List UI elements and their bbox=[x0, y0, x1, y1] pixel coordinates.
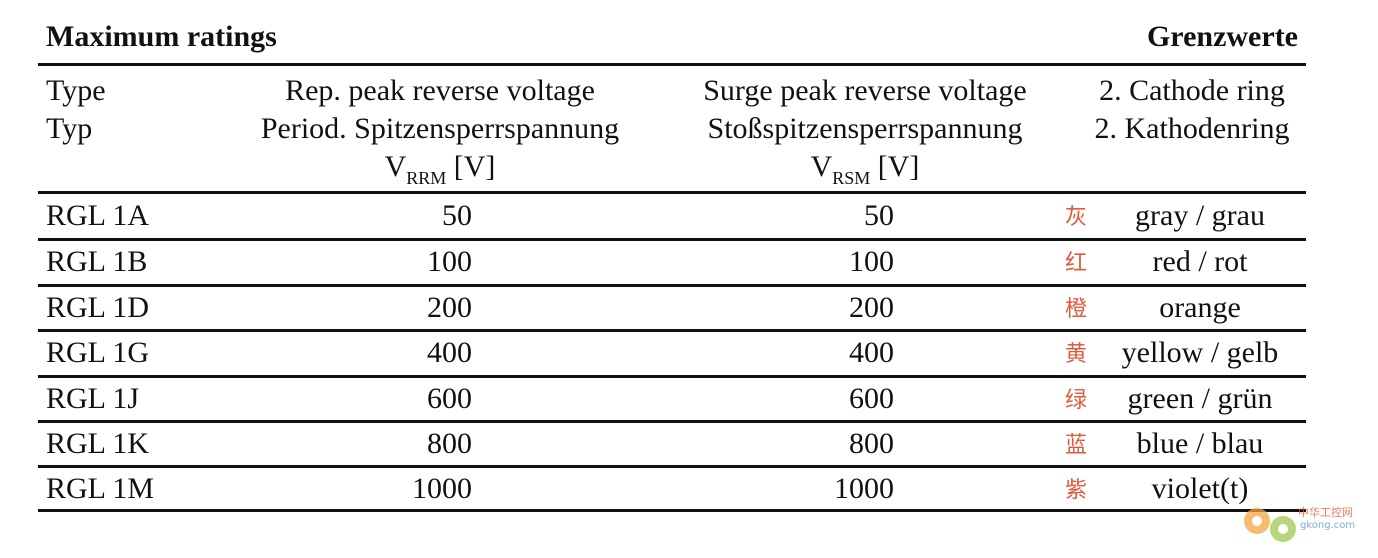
cathode-ring-color-cell: orange bbox=[1159, 291, 1241, 324]
type-cell: RGL 1K bbox=[46, 427, 150, 460]
vrrm-cell: 400 bbox=[427, 336, 472, 369]
watermark-url: gkong.com bbox=[1300, 520, 1356, 531]
vrrm-cell: 50 bbox=[442, 199, 472, 232]
cathode-ring-color-cell: gray / grau bbox=[1135, 199, 1265, 232]
vrsm-cell: 50 bbox=[864, 199, 894, 232]
row-rule bbox=[38, 465, 1306, 468]
type-cell: RGL 1A bbox=[46, 199, 150, 232]
table-row: RGL 1G 400 400 黄 yellow / gelb bbox=[0, 331, 1378, 377]
vrrm-symbol-subscript: RRM bbox=[406, 168, 447, 188]
column-header-vrsm-en: Surge peak reverse voltage bbox=[703, 74, 1027, 107]
column-header-vrrm-symbol: VRRM [V] bbox=[240, 148, 640, 197]
column-header-vrsm-de: Stoßspitzensperrspannung bbox=[707, 112, 1023, 145]
column-header-type-en: Type bbox=[46, 74, 106, 107]
vrsm-cell: 800 bbox=[849, 427, 894, 460]
type-cell: RGL 1D bbox=[46, 291, 150, 324]
chinese-color-annotation: 灰 bbox=[1064, 205, 1087, 230]
vrsm-unit: [V] bbox=[870, 150, 920, 183]
watermark-text: 中华工控网 bbox=[1298, 506, 1353, 519]
cathode-ring-color-cell: red / rot bbox=[1152, 245, 1248, 278]
cathode-ring-color-cell: violet(t) bbox=[1151, 472, 1249, 505]
column-header-vrsm: Surge peak reverse voltage Stoßspitzensp… bbox=[670, 72, 1060, 197]
vrsm-symbol-letter: V bbox=[810, 150, 833, 183]
vrrm-cell: 800 bbox=[427, 427, 472, 460]
type-cell: RGL 1J bbox=[46, 382, 140, 415]
row-rule bbox=[38, 284, 1306, 287]
header-rule bbox=[38, 191, 1306, 194]
vrrm-unit: [V] bbox=[446, 150, 496, 183]
gear-icon bbox=[1244, 508, 1270, 534]
cathode-ring-color-cell: green / grün bbox=[1127, 382, 1273, 415]
vrrm-cell: 1000 bbox=[412, 472, 472, 505]
gear-icon bbox=[1270, 516, 1296, 542]
top-rule bbox=[38, 63, 1306, 66]
chinese-color-annotation: 橙 bbox=[1064, 297, 1087, 322]
column-header-type-de: Typ bbox=[46, 112, 93, 145]
type-cell: RGL 1B bbox=[46, 245, 148, 278]
vrsm-symbol-subscript: RSM bbox=[832, 168, 871, 188]
chinese-color-annotation: 紫 bbox=[1064, 478, 1087, 503]
cathode-ring-color-cell: blue / blau bbox=[1136, 427, 1264, 460]
row-rule bbox=[38, 329, 1306, 332]
vrsm-cell: 600 bbox=[849, 382, 894, 415]
vrsm-cell: 100 bbox=[849, 245, 894, 278]
vrrm-cell: 600 bbox=[427, 382, 472, 415]
table-row: RGL 1K 800 800 蓝 blue / blau bbox=[0, 422, 1378, 468]
table-row: RGL 1B 100 100 红 red / rot bbox=[0, 240, 1378, 286]
column-header-vrrm-en: Rep. peak reverse voltage bbox=[285, 74, 595, 107]
table-row: RGL 1D 200 200 橙 orange bbox=[0, 286, 1378, 332]
chinese-color-annotation: 黄 bbox=[1064, 342, 1087, 367]
type-cell: RGL 1M bbox=[46, 472, 155, 505]
vrrm-cell: 200 bbox=[427, 291, 472, 324]
vrsm-cell: 200 bbox=[849, 291, 894, 324]
row-rule bbox=[38, 420, 1306, 423]
column-header-vrrm-de: Period. Spitzensperrspannung bbox=[260, 112, 620, 145]
cathode-ring-color-cell: yellow / gelb bbox=[1121, 336, 1279, 369]
column-header-ring-en: 2. Cathode ring bbox=[1099, 74, 1285, 107]
column-header-type: Type Typ bbox=[46, 72, 106, 148]
type-cell: RGL 1G bbox=[46, 336, 150, 369]
table-row: RGL 1A 50 50 灰 gray / grau bbox=[0, 194, 1378, 240]
row-rule bbox=[38, 375, 1306, 378]
column-header-ring-de: 2. Kathodenring bbox=[1094, 112, 1290, 145]
chinese-color-annotation: 红 bbox=[1064, 251, 1087, 276]
heading-grenzwerte: Grenzwerte bbox=[1146, 20, 1298, 53]
bottom-rule bbox=[38, 509, 1306, 512]
vrsm-cell: 400 bbox=[849, 336, 894, 369]
row-rule bbox=[38, 238, 1306, 241]
vrrm-symbol-letter: V bbox=[384, 150, 407, 183]
vrrm-cell: 100 bbox=[427, 245, 472, 278]
heading-maximum-ratings: Maximum ratings bbox=[46, 20, 277, 53]
column-header-vrrm: Rep. peak reverse voltage Period. Spitze… bbox=[240, 72, 640, 197]
table-row: RGL 1M 1000 1000 紫 violet(t) bbox=[0, 467, 1378, 513]
column-header-vrsm-symbol: VRSM [V] bbox=[670, 148, 1060, 197]
chinese-color-annotation: 蓝 bbox=[1064, 433, 1087, 458]
chinese-color-annotation: 绿 bbox=[1064, 388, 1087, 413]
gkong-watermark: 中华工控网 gkong.com bbox=[1240, 498, 1370, 548]
column-header-cathode-ring: 2. Cathode ring 2. Kathodenring bbox=[1072, 72, 1312, 148]
table-row: RGL 1J 600 600 绿 green / grün bbox=[0, 377, 1378, 423]
vrsm-cell: 1000 bbox=[834, 472, 894, 505]
